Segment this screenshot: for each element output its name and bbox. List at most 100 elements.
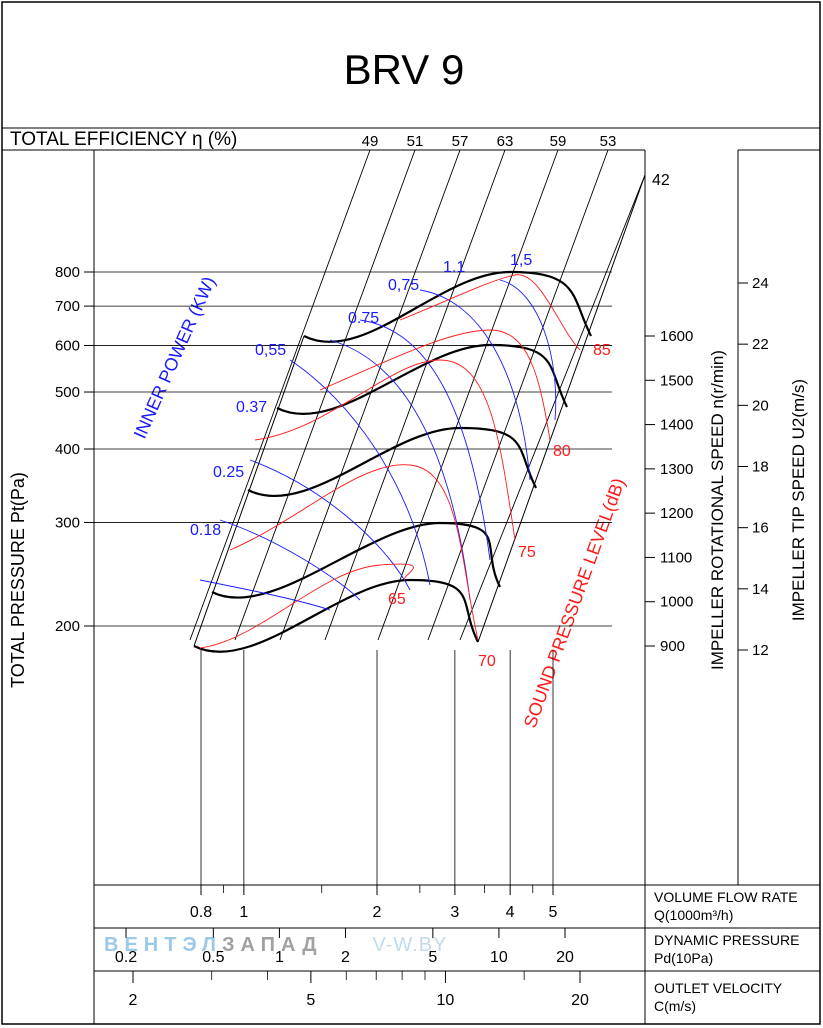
power-label: 0.25 xyxy=(213,464,244,481)
velocity-tick-label: 10 xyxy=(437,992,455,1009)
speed-tick-label: 1600 xyxy=(660,328,693,345)
dynamic-label-1: DYNAMIC PRESSURE xyxy=(654,932,799,948)
dynamic-tick-label: 5 xyxy=(428,949,437,966)
tip-speed-tick-label: 12 xyxy=(752,642,769,659)
sound-label: 75 xyxy=(518,544,536,561)
speed-tick-label: 1200 xyxy=(660,505,693,522)
power-label: 0,55 xyxy=(255,342,286,359)
power-curve xyxy=(359,319,491,561)
efficiency-tick-label: 59 xyxy=(550,133,567,150)
performance-curve xyxy=(247,426,537,497)
pressure-tick-label: 800 xyxy=(55,264,80,281)
speed-tick-label: 1300 xyxy=(660,461,693,478)
velocity-label-1: OUTLET VELOCITY xyxy=(654,980,783,996)
efficiency-extra-label: 42 xyxy=(652,172,670,189)
tip-speed-tick-label: 20 xyxy=(752,397,769,414)
performance-curve xyxy=(276,343,568,415)
efficiency-tick-label: 51 xyxy=(407,133,424,150)
pressure-tick-label: 400 xyxy=(55,441,80,458)
pressure-tick-label: 500 xyxy=(55,384,80,401)
power-curve xyxy=(499,279,557,421)
performance-curve xyxy=(303,270,592,343)
sound-label: SOUND PRESSURE LEVEL(dB) xyxy=(520,475,629,730)
efficiency-tick-label: 63 xyxy=(497,133,514,150)
efficiency-tick-label: 53 xyxy=(600,133,617,150)
power-label: 1,5 xyxy=(510,252,532,269)
boundary-line-right xyxy=(477,174,646,643)
ylabel: TOTAL PRESSURE Pt(Pa) xyxy=(8,472,28,688)
flow-label-1: VOLUME FLOW RATE xyxy=(654,889,798,905)
power-label: 0.75 xyxy=(348,310,379,327)
efficiency-line xyxy=(234,149,416,641)
sound-label: 85 xyxy=(593,342,611,359)
speed-tick-label: 1400 xyxy=(660,417,693,434)
sound-curve xyxy=(319,329,551,441)
power-curve xyxy=(289,359,431,586)
dynamic-tick-label: 2 xyxy=(341,949,350,966)
velocity-tick-label: 20 xyxy=(571,992,589,1009)
boundary-line-left xyxy=(193,335,305,647)
efficiency-line xyxy=(377,149,559,641)
power-curve xyxy=(329,339,471,601)
watermark: ВЕНТЭЛЗАПАД V-W.BY xyxy=(104,934,447,957)
sound-curve xyxy=(229,464,479,641)
sound-curve xyxy=(254,359,516,541)
chart-title: BRV 9 xyxy=(344,46,465,93)
efficiency-tick-label: 49 xyxy=(362,133,379,150)
pressure-tick-label: 700 xyxy=(55,298,80,315)
tip-speed-tick-label: 16 xyxy=(752,520,769,537)
velocity-tick-label: 2 xyxy=(129,992,138,1009)
tip-speed-tick-label: 24 xyxy=(752,275,769,292)
efficiency-line xyxy=(427,149,609,641)
tip-speed-tick-label: 14 xyxy=(752,581,769,598)
dynamic-tick-label: 0.5 xyxy=(202,949,224,966)
tip-speed-label: IMPELLER TIP SPEED U2(m/s) xyxy=(789,379,808,621)
sound-label: 65 xyxy=(388,591,406,608)
power-curve xyxy=(219,519,361,601)
speed-tick-label: 1100 xyxy=(660,549,692,566)
tip-speed-tick-label: 22 xyxy=(752,336,769,353)
flow-tick-label: 4 xyxy=(506,904,515,921)
speed-tick-label: 1500 xyxy=(660,372,693,389)
power-label: 0.18 xyxy=(190,522,221,539)
flow-tick-label: 1 xyxy=(239,904,248,921)
flow-tick-label: 2 xyxy=(373,904,382,921)
pressure-tick-label: 600 xyxy=(55,337,80,354)
velocity-tick-label: 5 xyxy=(306,992,315,1009)
pressure-tick-label: 300 xyxy=(55,514,80,531)
dynamic-tick-label: 10 xyxy=(490,949,508,966)
speed-label: IMPELLER ROTATIONAL SPEED n(r/min) xyxy=(708,350,727,670)
dynamic-tick-label: 0.2 xyxy=(115,949,137,966)
performance-curve xyxy=(193,578,479,653)
power-curve xyxy=(199,579,331,611)
power-label: INNER POWER (KW) xyxy=(130,274,219,442)
speed-tick-label: 900 xyxy=(660,638,685,655)
speed-tick-label: 1000 xyxy=(660,594,693,611)
dynamic-label-2: Pd(10Pa) xyxy=(654,950,713,966)
pressure-tick-label: 200 xyxy=(55,618,80,635)
flow-tick-label: 5 xyxy=(549,904,558,921)
watermark-part3: V-W.BY xyxy=(372,934,448,956)
sound-curve xyxy=(199,563,414,649)
flow-tick-label: 3 xyxy=(450,904,459,921)
dynamic-tick-label: 20 xyxy=(556,949,574,966)
efficiency-line xyxy=(324,149,506,641)
efficiency-label: TOTAL EFFICIENCY η (%) xyxy=(10,129,237,150)
sound-curve xyxy=(399,274,581,351)
power-curve xyxy=(419,289,531,481)
efficiency-tick-label: 57 xyxy=(452,133,469,150)
efficiency-line xyxy=(279,149,461,641)
efficiency-line xyxy=(189,149,371,641)
power-label: 0.37 xyxy=(236,399,267,416)
performance-curve xyxy=(211,521,501,599)
flow-label-2: Q(1000m³/h) xyxy=(654,907,733,923)
watermark-part2: ЗАПАД xyxy=(221,934,323,956)
flow-tick-label: 0.8 xyxy=(190,904,212,921)
efficiency-line xyxy=(459,174,646,641)
sound-label: 70 xyxy=(478,653,496,670)
chart-marks: 0.18 0.25 0.37 0,55 0.75 0,75 1.1 1,5 65 70 75 80 85 xyxy=(190,174,646,670)
power-label: 0,75 xyxy=(388,277,419,294)
